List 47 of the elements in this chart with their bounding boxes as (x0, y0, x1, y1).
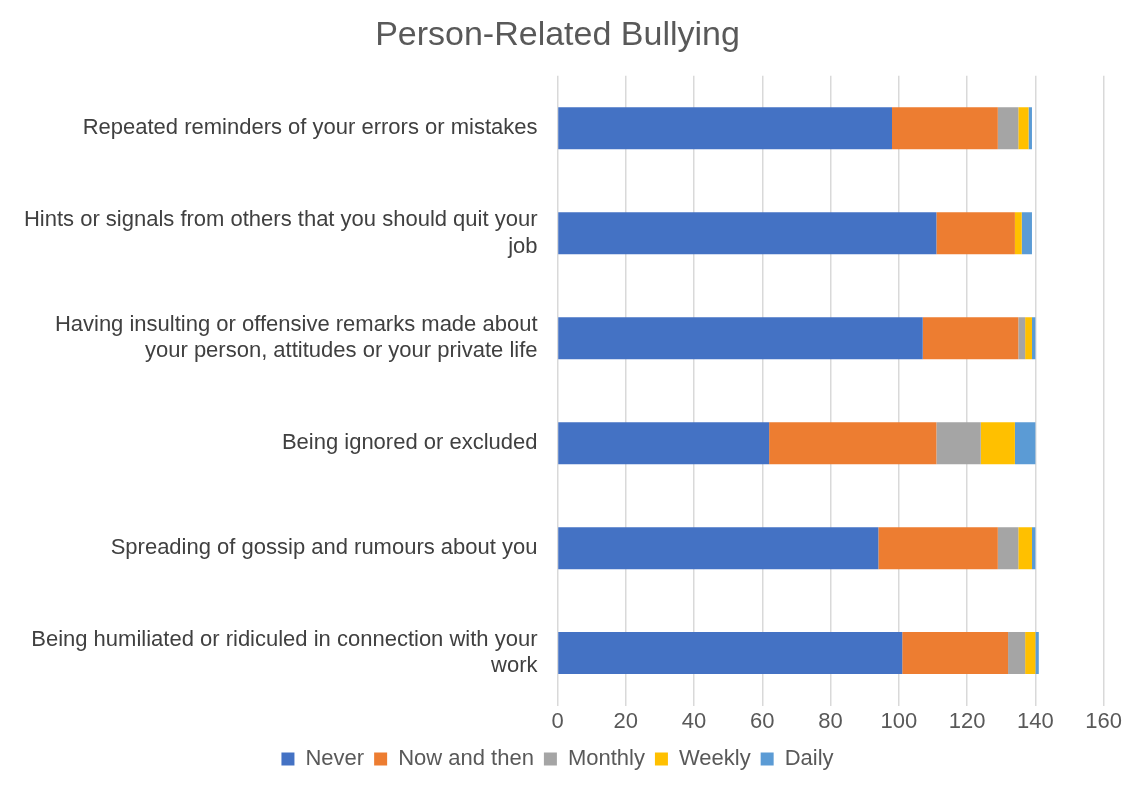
bar (1008, 632, 1026, 675)
legend-label: Daily (784, 745, 834, 771)
legend-label: Weekly (678, 745, 751, 771)
bar (980, 422, 1015, 465)
bar (1018, 107, 1029, 150)
bar (1021, 212, 1032, 255)
y-tick-label: Having insulting or offensive remarks made about your person, attitudes or your private life (54, 311, 538, 363)
bar (558, 317, 923, 360)
bar (558, 212, 937, 255)
bar (936, 212, 1015, 255)
x-tick-label: 100 (880, 707, 918, 733)
x-tick-label: 40 (681, 707, 707, 733)
bar (936, 422, 981, 465)
bar (769, 422, 937, 465)
bar (1025, 317, 1032, 360)
bar (878, 527, 998, 570)
x-tick-label: 20 (613, 707, 639, 733)
bar (1014, 212, 1022, 255)
bar (1018, 527, 1032, 570)
x-tick-label: 120 (948, 707, 986, 733)
bar (558, 422, 770, 465)
bar (558, 632, 903, 675)
legend-label: Now and then (398, 745, 534, 771)
bar (892, 107, 998, 150)
x-tick-label: 60 (750, 707, 775, 733)
bar (922, 317, 1019, 360)
y-tick-label: Spreading of gossip and rumours about you (110, 534, 538, 560)
bar (997, 527, 1019, 570)
bar (558, 527, 879, 570)
x-tick-label: 140 (1017, 707, 1054, 733)
y-tick-label: Being ignored or excluded (281, 429, 538, 455)
chart-title: Person-Related Bullying (375, 13, 740, 52)
y-tick-label: Repeated reminders of your errors or mistakes (82, 114, 538, 140)
y-tick-label: Being humiliated or ridiculed in connection with your work (31, 625, 539, 678)
legend-label: Monthly (567, 745, 645, 771)
x-tick-label: 160 (1085, 707, 1123, 733)
legend-label: Never (305, 745, 365, 771)
bar (1014, 422, 1036, 465)
bar (558, 107, 893, 150)
bar (997, 107, 1019, 150)
bar (1035, 632, 1039, 675)
y-tick-label: Hints or signals from others that you should quit your job (23, 206, 538, 258)
bar (1018, 317, 1026, 360)
x-tick-label: 80 (818, 707, 843, 733)
x-tick-label: 0 (551, 707, 564, 733)
bar (1025, 632, 1036, 675)
bar (902, 632, 1009, 675)
